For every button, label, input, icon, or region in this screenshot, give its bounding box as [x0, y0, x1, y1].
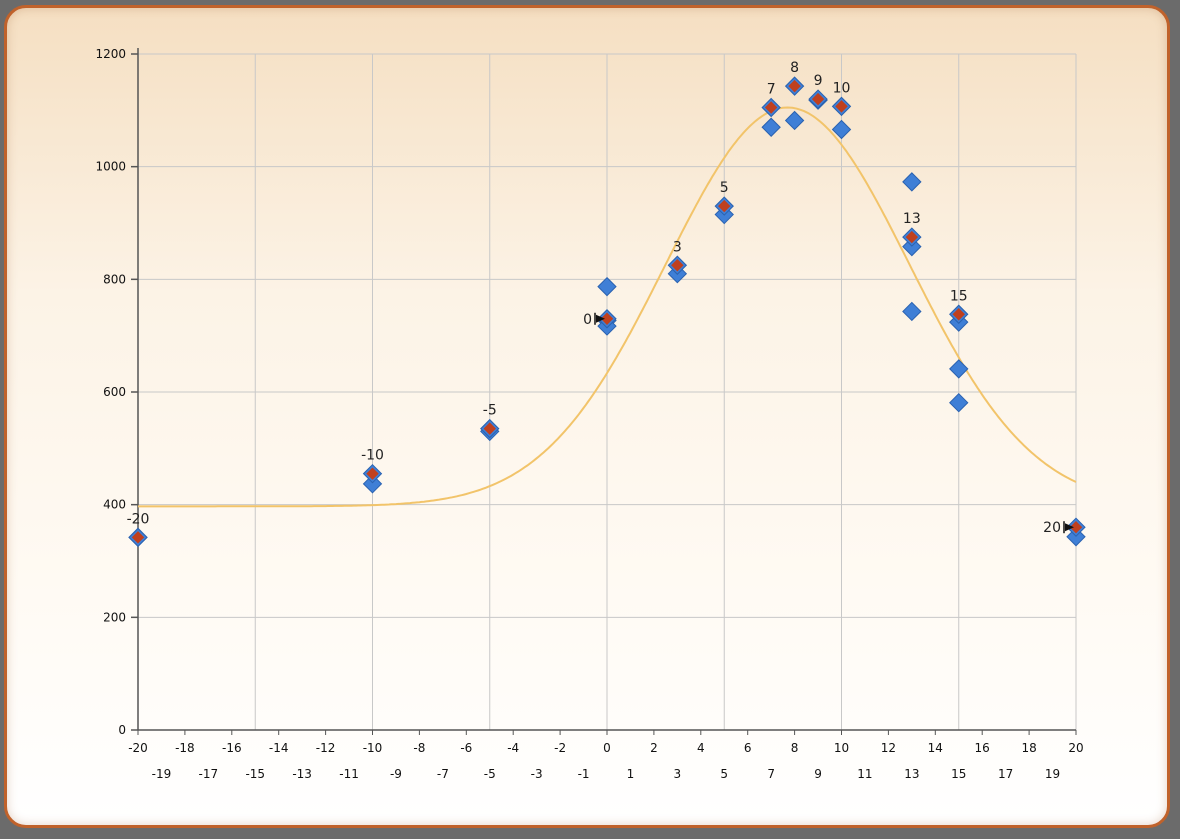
x-tick-label: -18	[175, 741, 195, 755]
x-tick-label: 18	[1021, 741, 1036, 755]
chart-panel	[4, 5, 1170, 828]
x-tick-label: 14	[928, 741, 943, 755]
x-tick-label: 12	[881, 741, 896, 755]
selected-point	[905, 230, 919, 244]
point-label: -10	[361, 448, 384, 464]
x-tick-label: 0	[603, 741, 611, 755]
raw-point	[949, 359, 969, 379]
selected-point	[366, 467, 379, 480]
point-label: 9	[814, 73, 823, 89]
raw-point	[597, 276, 617, 297]
grid-lines	[137, 53, 1077, 731]
x-tick-label: 1	[627, 767, 635, 781]
selected-point	[788, 79, 801, 93]
point-label: 7	[767, 82, 776, 98]
x-tick-label: 20	[1068, 741, 1083, 755]
point-label: 0	[583, 312, 592, 328]
y-tick-label: 600	[103, 385, 126, 399]
x-tick-label: 6	[744, 741, 752, 755]
x-tick-label: -14	[269, 741, 289, 755]
y-tick-label: 1000	[95, 160, 126, 174]
x-tick-label: -17	[199, 767, 219, 781]
x-tick-label: 11	[857, 767, 872, 781]
raw-point	[784, 110, 805, 131]
x-tick-label: -12	[316, 741, 336, 755]
selected-point	[1069, 520, 1083, 534]
raw-point	[902, 172, 922, 192]
point-labels: -20 -10 -5 0 3 5 789 10 13 15 20	[127, 60, 1074, 536]
point-label: 3	[673, 239, 682, 255]
point-label: 13	[903, 211, 921, 227]
x-tick-label: 3	[674, 767, 682, 781]
selected-point	[718, 199, 731, 213]
x-tick-label: -6	[460, 741, 472, 755]
label-pointer-arrow	[1065, 523, 1074, 532]
x-tick-label: -11	[339, 767, 359, 781]
selected-point	[952, 308, 965, 321]
point-label: 8	[790, 60, 799, 76]
y-tick-label: 200	[103, 610, 126, 624]
fit-curve-group	[138, 106, 1077, 508]
point-label: 10	[833, 80, 851, 96]
x-tick-label: -10	[363, 741, 383, 755]
x-tick-label: 7	[767, 767, 775, 781]
x-tick-label: -19	[152, 767, 172, 781]
x-tick-label: 10	[834, 741, 849, 755]
x-tick-label: 19	[1045, 767, 1060, 781]
x-tick-label: -15	[245, 767, 265, 781]
point-label: 5	[720, 180, 729, 196]
selected-point	[811, 92, 825, 106]
x-tick-label: 17	[998, 767, 1013, 781]
raw-point	[902, 301, 922, 322]
y-tick-label: 0	[118, 723, 126, 737]
x-tick-label: -3	[531, 767, 543, 781]
point-label: 20	[1043, 520, 1061, 536]
selected-point	[131, 531, 145, 544]
raw-point	[831, 119, 852, 140]
point-label: 15	[950, 288, 968, 304]
raw-point	[362, 474, 383, 494]
point-label: -5	[483, 403, 497, 419]
label-pointer-arrow	[596, 314, 605, 323]
x-tick-label: -9	[390, 767, 402, 781]
selected-point	[835, 100, 848, 113]
x-tick-label: -13	[292, 767, 312, 781]
selected-point	[600, 312, 614, 325]
y-tick-label: 1200	[95, 47, 126, 61]
raw-point	[949, 392, 969, 413]
x-tick-label: 9	[814, 767, 822, 781]
x-tick-label: -5	[484, 767, 496, 781]
x-tick-label: 8	[791, 741, 799, 755]
x-tick-label: 15	[951, 767, 966, 781]
x-tick-label: -2	[554, 741, 566, 755]
selected-points	[128, 76, 1086, 548]
x-tick-label: -16	[222, 741, 242, 755]
fit-curve	[138, 106, 1077, 508]
x-tick-label: -7	[437, 767, 449, 781]
x-tick-label: -8	[413, 741, 425, 755]
x-tick-label: -20	[128, 741, 148, 755]
y-tick-label: 800	[103, 272, 126, 286]
raw-point	[761, 117, 781, 137]
x-tick-label: -1	[578, 767, 590, 781]
x-tick-label: 13	[904, 767, 919, 781]
x-tick-label: 5	[720, 767, 728, 781]
x-tick-label: 2	[650, 741, 658, 755]
selected-point	[671, 259, 684, 272]
x-tick-label: 4	[697, 741, 705, 755]
selected-point	[764, 101, 778, 114]
x-tick-label: -4	[507, 741, 519, 755]
selected-point	[483, 422, 496, 435]
point-label: -20	[127, 511, 150, 527]
x-tick-label: 16	[975, 741, 990, 755]
y-tick-label: 400	[103, 498, 126, 512]
